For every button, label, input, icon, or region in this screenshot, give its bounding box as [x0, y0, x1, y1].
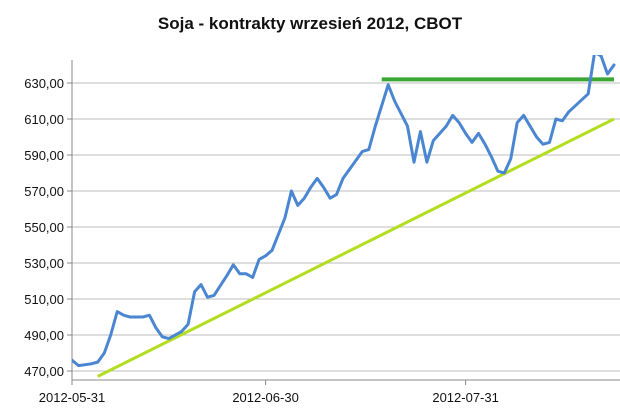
y-tick-label: 510,00 — [24, 292, 64, 307]
y-tick-label: 590,00 — [24, 148, 64, 163]
y-tick-label: 630,00 — [24, 76, 64, 91]
y-tick-label: 550,00 — [24, 220, 64, 235]
y-tick-label: 490,00 — [24, 328, 64, 343]
x-tick-label: 2012-05-31 — [39, 390, 106, 405]
y-tick-label: 570,00 — [24, 184, 64, 199]
trend-line — [97, 117, 615, 378]
chart-title: Soja - kontrakty wrzesień 2012, CBOT — [157, 14, 463, 33]
x-tick-label: 2012-07-31 — [432, 390, 499, 405]
y-tick-label: 530,00 — [24, 256, 64, 271]
y-tick-label: 610,00 — [24, 112, 64, 127]
x-tick-label: 2012-06-30 — [232, 390, 299, 405]
series-line — [72, 55, 616, 368]
y-tick-label: 470,00 — [24, 364, 64, 379]
